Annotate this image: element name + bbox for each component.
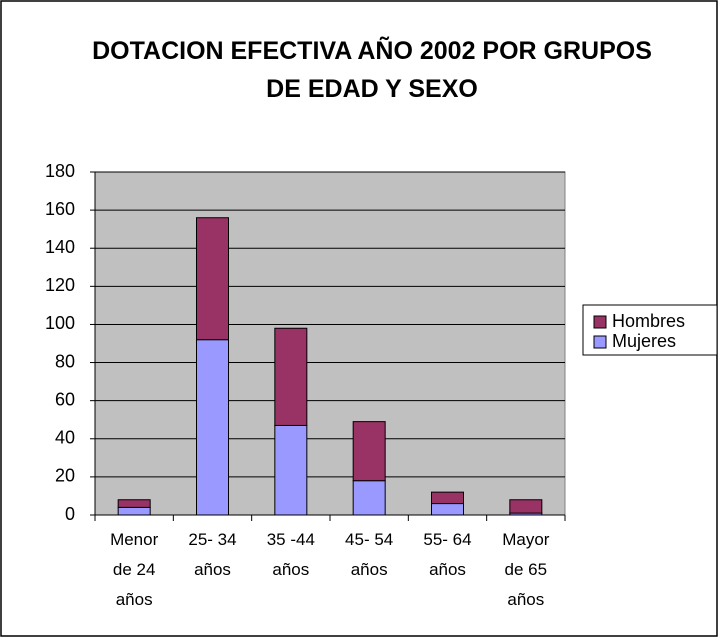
bar-segment	[274, 327, 308, 426]
legend-label: Mujeres	[612, 331, 676, 351]
bar-segment	[431, 503, 464, 516]
y-tick-label: 180	[45, 161, 75, 181]
bar-segment	[431, 491, 464, 505]
bar-segment	[509, 499, 543, 514]
x-tick-label: 35 -44 años	[266, 530, 315, 579]
y-tick-label: 80	[55, 351, 75, 371]
x-tick-label: Menor de 24 años	[110, 530, 159, 609]
y-tick-label: 140	[45, 237, 75, 257]
chart-title: DOTACION EFECTIVA AÑO 2002 POR GRUPOS DE…	[92, 37, 652, 103]
bar-segment	[352, 480, 386, 516]
y-tick-label: 0	[65, 504, 75, 524]
x-tick-label: 55- 64 años	[423, 530, 472, 579]
bar-segment	[117, 499, 151, 508]
y-tick-label: 160	[45, 199, 75, 219]
bar-segment	[274, 424, 308, 516]
bar-segment	[352, 421, 386, 482]
y-tick-label: 20	[55, 466, 75, 486]
y-tick-label: 100	[45, 313, 75, 333]
bar-segment	[196, 339, 229, 516]
plot-area	[94, 171, 566, 516]
legend-swatch	[593, 335, 607, 349]
x-tick-label: 25- 34 años	[188, 530, 237, 579]
legend-swatch	[593, 315, 607, 329]
bar-segment	[117, 506, 151, 516]
x-tick-label: Mayor de 65 años	[502, 530, 550, 609]
y-tick-label: 120	[45, 275, 75, 295]
y-tick-label: 40	[55, 428, 75, 448]
x-tick-label: 45- 54 años	[345, 530, 394, 579]
bar-segment	[196, 217, 229, 341]
y-tick-label: 60	[55, 389, 75, 409]
legend-label: Hombres	[612, 311, 685, 331]
